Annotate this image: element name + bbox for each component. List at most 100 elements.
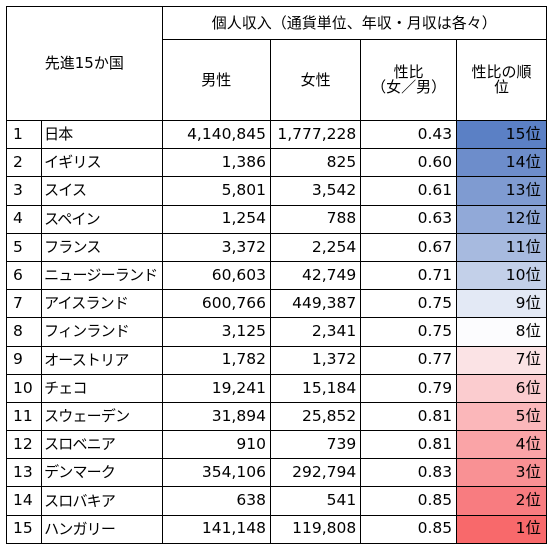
- male-income: 910: [161, 430, 271, 460]
- male-income: 4,140,845: [161, 119, 271, 150]
- female-income: 739: [269, 430, 362, 460]
- ratio-rank: 8位: [456, 317, 547, 347]
- table-body: 1 日本 4,140,845 1,777,228 0.43 15位 2 イギリス 1,386 82…: [5, 119, 547, 544]
- row-number: 15: [5, 514, 43, 544]
- male-income: 3,125: [161, 317, 271, 347]
- female-income: 825: [269, 148, 362, 178]
- gender-ratio: 0.60: [360, 148, 458, 178]
- country-name: イギリス: [41, 148, 163, 178]
- male-income: 5,801: [161, 176, 271, 206]
- gender-ratio: 0.83: [360, 458, 458, 488]
- ratio-rank: 9位: [456, 289, 547, 319]
- male-income: 3,372: [161, 232, 271, 262]
- table-row: 13 デンマーク 354,106 292,794 0.83 3位: [5, 458, 547, 488]
- row-number: 9: [5, 345, 43, 375]
- country-name: スウェーデン: [41, 401, 163, 432]
- female-income: 1,372: [269, 345, 362, 375]
- country-name: スロベニア: [41, 430, 163, 460]
- gender-ratio: 0.75: [360, 317, 458, 347]
- female-income: 449,387: [269, 289, 362, 319]
- male-income: 19,241: [161, 373, 271, 403]
- ratio-rank: 6位: [456, 373, 547, 403]
- row-number: 5: [5, 232, 43, 262]
- table-row: 14 スロバキア 638 541 0.85 2位: [5, 486, 547, 516]
- rank-header: 性比の順位: [456, 39, 547, 121]
- row-number: 10: [5, 373, 43, 403]
- country-name: アイスランド: [41, 289, 163, 319]
- gender-ratio: 0.75: [360, 289, 458, 319]
- ratio-header-line1: 性比: [393, 63, 424, 81]
- gender-ratio: 0.61: [360, 176, 458, 206]
- ratio-rank: 7位: [456, 345, 547, 375]
- ratio-rank: 4位: [456, 430, 547, 460]
- ratio-rank: 2位: [456, 486, 547, 516]
- row-number: 1: [5, 119, 43, 150]
- gender-ratio: 0.85: [360, 514, 458, 544]
- table-row: 5 フランス 3,372 2,254 0.67 11位: [5, 232, 547, 262]
- female-header: 女性: [269, 39, 362, 121]
- row-number: 6: [5, 260, 43, 291]
- row-number: 12: [5, 430, 43, 460]
- table-row: 3 スイス 5,801 3,542 0.61 13位: [5, 176, 547, 206]
- country-name: フィンランド: [41, 317, 163, 347]
- row-number: 14: [5, 486, 43, 516]
- ratio-rank: 13位: [456, 176, 547, 206]
- table-row: 1 日本 4,140,845 1,777,228 0.43 15位: [5, 119, 547, 150]
- female-income: 292,794: [269, 458, 362, 488]
- gender-ratio: 0.77: [360, 345, 458, 375]
- female-income: 25,852: [269, 401, 362, 432]
- male-income: 60,603: [161, 260, 271, 291]
- male-income: 600,766: [161, 289, 271, 319]
- country-name: チェコ: [41, 373, 163, 403]
- female-income: 3,542: [269, 176, 362, 206]
- table-row: 12 スロベニア 910 739 0.81 4位: [5, 430, 547, 460]
- female-income: 15,184: [269, 373, 362, 403]
- female-income: 2,254: [269, 232, 362, 262]
- table-row: 4 スペイン 1,254 788 0.63 12位: [5, 204, 547, 234]
- table-row: 11 スウェーデン 31,894 25,852 0.81 5位: [5, 401, 547, 432]
- country-name: デンマーク: [41, 458, 163, 488]
- row-number: 3: [5, 176, 43, 206]
- gender-ratio: 0.85: [360, 486, 458, 516]
- male-income: 31,894: [161, 401, 271, 432]
- male-income: 1,254: [161, 204, 271, 234]
- gender-ratio: 0.79: [360, 373, 458, 403]
- male-income: 638: [161, 486, 271, 516]
- ratio-rank: 5位: [456, 401, 547, 432]
- ratio-rank: 11位: [456, 232, 547, 262]
- country-name: スロバキア: [41, 486, 163, 516]
- country-name: オーストリア: [41, 345, 163, 375]
- country-name: スイス: [41, 176, 163, 206]
- female-income: 42,749: [269, 260, 362, 291]
- gender-ratio: 0.81: [360, 430, 458, 460]
- ratio-rank: 1位: [456, 514, 547, 544]
- country-name: ハンガリー: [41, 514, 163, 544]
- ratio-header: 性比 （女／男）: [360, 39, 458, 121]
- gender-ratio: 0.67: [360, 232, 458, 262]
- income-ratio-table: 先進15か国 個人収入（通貨単位、年収・月収は各々） 男性 女性 性比 （女／男）…: [5, 6, 547, 544]
- table-row: 2 イギリス 1,386 825 0.60 14位: [5, 148, 547, 178]
- male-income: 141,148: [161, 514, 271, 544]
- ratio-rank: 10位: [456, 260, 547, 291]
- table-row: 6 ニュージーランド 60,603 42,749 0.71 10位: [5, 260, 547, 291]
- table-row: 9 オーストリア 1,782 1,372 0.77 7位: [5, 345, 547, 375]
- table-row: 10 チェコ 19,241 15,184 0.79 6位: [5, 373, 547, 403]
- row-number: 2: [5, 148, 43, 178]
- group-header: 個人収入（通貨単位、年収・月収は各々）: [161, 6, 547, 40]
- row-number: 4: [5, 204, 43, 234]
- corner-header: 先進15か国: [6, 6, 163, 121]
- table-row: 15 ハンガリー 141,148 119,808 0.85 1位: [5, 514, 547, 544]
- rank-header-line1: 性比の順: [471, 63, 532, 81]
- female-income: 788: [269, 204, 362, 234]
- ratio-header-line2: （女／男）: [371, 78, 447, 96]
- female-income: 541: [269, 486, 362, 516]
- female-income: 119,808: [269, 514, 362, 544]
- gender-ratio: 0.81: [360, 401, 458, 432]
- country-name: スペイン: [41, 204, 163, 234]
- female-income: 2,341: [269, 317, 362, 347]
- row-number: 11: [5, 401, 43, 432]
- rank-header-line2: 位: [494, 78, 510, 96]
- gender-ratio: 0.43: [360, 119, 458, 150]
- ratio-rank: 14位: [456, 148, 547, 178]
- male-income: 1,782: [161, 345, 271, 375]
